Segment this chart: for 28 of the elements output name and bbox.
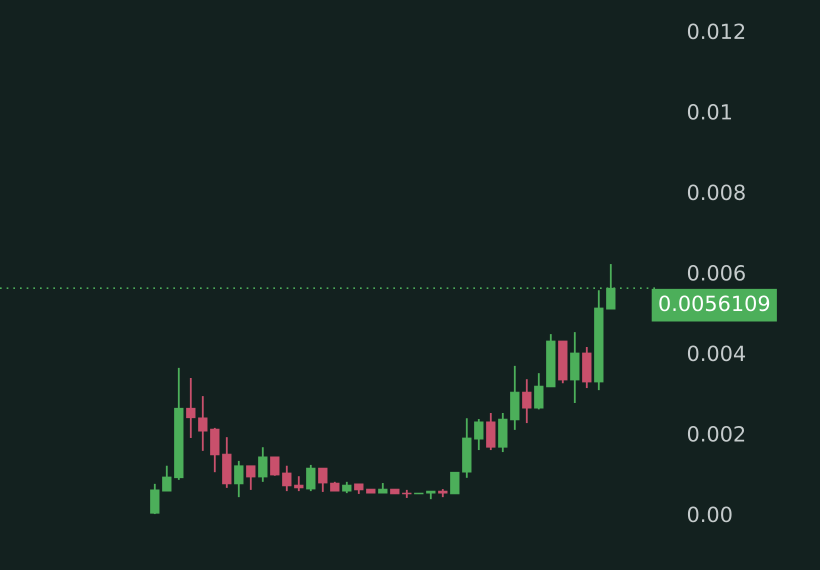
candlestick (234, 460, 244, 498)
y-tick-label: 0.006 (688, 264, 745, 281)
candlestick (270, 456, 280, 477)
ref-line-label: 0.0056109 (659, 295, 770, 312)
candlestick (258, 446, 268, 483)
candlestick (246, 464, 256, 491)
y-tick-label: 0.008 (688, 184, 745, 200)
candlestick (186, 377, 196, 439)
candlestick (198, 395, 208, 452)
candlestick (330, 480, 340, 492)
y-tick-label: 0.012 (688, 23, 744, 40)
candlestick (294, 475, 304, 492)
candlestick (354, 482, 364, 495)
candlestick (282, 464, 292, 492)
candlestick (450, 472, 460, 494)
candlestick (474, 418, 484, 451)
y-tick-label: 0.002 (688, 426, 744, 442)
candlestick (318, 467, 328, 493)
candlestick (150, 482, 160, 515)
y-tick-label: 0.00 (688, 506, 732, 522)
candlestick (534, 372, 544, 410)
candlestick (378, 482, 388, 494)
candlestick (306, 464, 316, 492)
y-tick-label: 0.01 (688, 104, 732, 120)
y-tick-label: 0.004 (688, 345, 746, 362)
candlestick (162, 464, 172, 492)
candlestick (342, 480, 352, 494)
candlestick (522, 378, 532, 424)
